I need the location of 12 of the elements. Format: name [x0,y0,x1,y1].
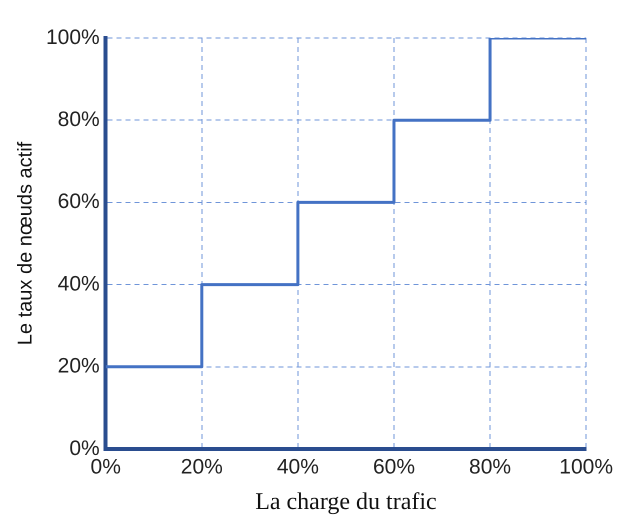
y-axis-title: Le taux de nœuds actif [14,141,37,346]
x-axis-title: La charge du trafic [255,488,437,515]
x-tick-label: 40% [276,455,319,478]
y-tick-label: 40% [58,272,100,296]
y-tick-label: 80% [58,108,100,131]
x-tick-label: 60% [372,455,415,478]
y-tick-label: 100% [46,26,100,49]
y-tick-label: 60% [58,190,100,214]
x-tick-label: 80% [469,455,512,478]
x-tick-label: 100% [559,455,614,478]
x-tick-label: 20% [180,455,223,478]
y-tick-label: 20% [58,354,100,378]
